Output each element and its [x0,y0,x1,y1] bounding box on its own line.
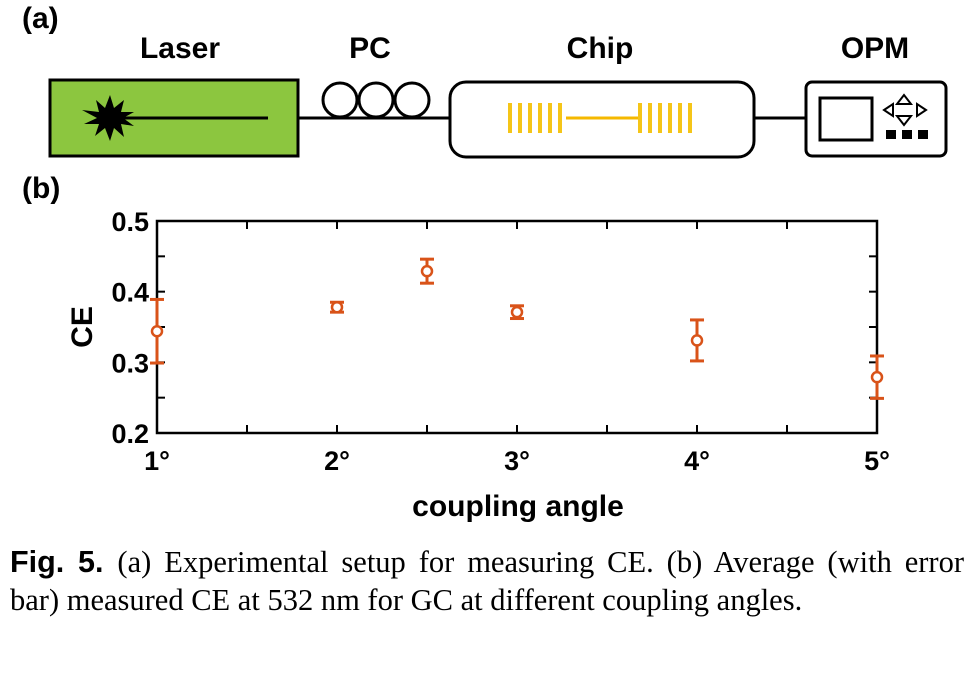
grating-bar [688,103,692,133]
grating-bar [508,103,512,133]
chip-label: Chip [566,32,634,65]
laser-burst-icon [82,95,134,141]
y-tick-label: 0.3 [111,348,149,378]
data-point-group [870,354,884,400]
grating-bar [558,103,562,133]
x-tick-label: 5° [864,446,890,476]
pc-label: PC [349,32,391,65]
laser-label: Laser [139,32,221,65]
grating-bar [548,103,552,133]
grating-bar [518,103,522,133]
grating-bar [648,103,652,133]
opm-key-3-icon [918,130,928,139]
caption-text: (a) Experimental setup for measuring CE.… [10,545,964,617]
grating-coupler-right-icon [638,103,692,133]
figure-number: Fig. 5. [10,545,104,579]
panel-b-label: (b) [22,172,61,205]
opm-arrow-right-icon [916,102,928,118]
grating-bar [638,103,642,133]
opm-screen-icon [818,96,874,142]
x-tick-label: 2° [324,446,350,476]
grating-bar [658,103,662,133]
y-tick-label: 0.2 [111,419,149,449]
opm-arrow-down-icon [894,115,914,127]
figure-caption: Fig. 5. (a) Experimental setup for measur… [10,543,964,619]
plot-frame [155,219,879,435]
data-point-group [330,300,344,314]
y-tick-label: 0.4 [111,278,149,308]
data-point [510,305,524,319]
opm-key-1-icon [886,130,896,139]
data-point [690,334,704,347]
x-tick-label: 4° [684,446,710,476]
panel-a-label: (a) [22,2,59,35]
grating-bar [538,103,542,133]
data-point-group [510,304,524,321]
data-point [870,370,884,384]
data-point-group [690,318,704,363]
opm-key-2-icon [902,130,912,139]
grating-bar [668,103,672,133]
grating-coupler-left-icon [508,103,562,133]
x-tick-label: 3° [504,446,530,476]
grating-bar [678,103,682,133]
data-point [150,324,164,338]
opm-arrow-up-icon [894,93,914,105]
setup-diagram [48,78,948,159]
x-axis-title: coupling angle [412,490,624,523]
grating-bar [528,103,532,133]
data-point-group [420,257,434,285]
opm-arrow-left-icon [882,102,894,118]
opm-label: OPM [840,32,910,65]
x-tick-label: 1° [144,446,170,476]
data-point [420,264,434,278]
ce-chart: 1° 2° 3° 4° 5° 0.2 0.3 0.4 0.5 [111,207,890,476]
data-point-group [150,297,164,365]
y-axis-title: CE [66,306,99,348]
data-point [330,300,344,314]
y-tick-label: 0.5 [111,207,149,237]
